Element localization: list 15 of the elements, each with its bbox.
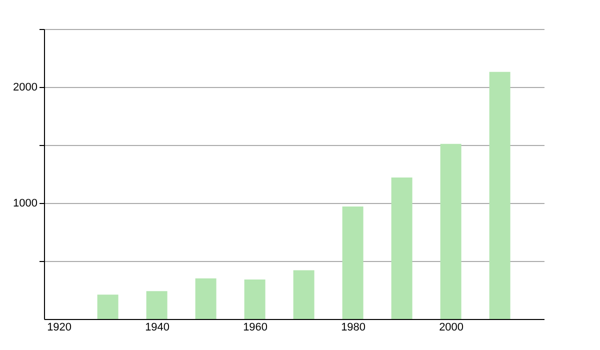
bar [195,278,216,319]
x-tick-label: 2000 [439,322,464,334]
bar [391,177,412,319]
bar [342,206,364,319]
bar [97,294,118,319]
y-tick-label: 1000 [13,198,38,210]
x-tick-label: 1960 [243,322,268,334]
bar [440,144,462,319]
bar [146,291,168,319]
x-tick-label: 1940 [145,322,170,334]
bar [244,280,266,319]
bar [489,72,510,319]
x-tick-label: 1920 [47,322,72,334]
bar [293,270,314,319]
x-tick-label: 1980 [341,322,366,334]
